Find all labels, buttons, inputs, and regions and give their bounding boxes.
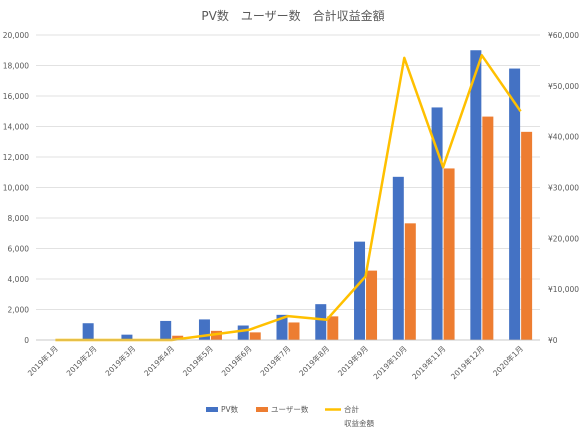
bar-pv	[276, 314, 288, 340]
bar-pv	[237, 325, 249, 340]
y-left-tick-label: 6,000	[8, 245, 30, 254]
bar-users	[288, 322, 300, 340]
gridlines	[36, 34, 540, 341]
bar-users	[404, 223, 416, 340]
bar-pv	[470, 50, 482, 340]
right-axis: ¥0 ¥10,000 ¥20,000 ¥30,000 ¥40,000 ¥50,000 ¥60…	[548, 31, 579, 345]
bar-users	[366, 270, 378, 340]
x-tick-label: 2019年6月	[219, 343, 254, 378]
bar-users	[521, 131, 533, 340]
bar-pv	[392, 176, 404, 340]
x-tick-label: 2020年1月	[490, 343, 525, 378]
y-left-tick-label: 18,000	[3, 62, 29, 71]
chart-title: PV数 ユーザー数 合計収益金額	[201, 8, 384, 23]
y-right-tick-label: ¥0	[548, 336, 558, 345]
left-axis: 0 2,000 4,000 6,000 8,000 10,000 12,000 14,000 1…	[3, 31, 29, 345]
y-left-tick-label: 12,000	[3, 153, 29, 162]
x-tick-label: 2019年5月	[180, 343, 215, 378]
bar-pv	[431, 107, 443, 340]
bar-users	[482, 116, 494, 341]
bar-users	[249, 332, 261, 340]
y-left-tick-label: 8,000	[8, 214, 30, 223]
x-tick-label: 2019年7月	[258, 343, 293, 378]
legend-label-users: ユーザー数	[271, 404, 309, 414]
bar-users	[327, 316, 339, 340]
y-left-tick-label: 2,000	[8, 306, 30, 315]
legend: PV数 ユーザー数 合計 収益金額	[206, 404, 374, 428]
x-tick-label: 2019年11月	[410, 343, 448, 381]
bars	[82, 50, 533, 341]
x-tick-label: 2019年8月	[297, 343, 332, 378]
bar-pv	[198, 319, 210, 340]
y-left-tick-label: 0	[24, 336, 29, 345]
bar-users	[443, 168, 455, 340]
y-right-tick-label: ¥20,000	[548, 234, 579, 243]
y-left-tick-label: 14,000	[3, 123, 29, 132]
x-tick-label: 2019年10月	[371, 343, 409, 381]
y-right-tick-label: ¥60,000	[548, 31, 579, 40]
legend-subtitle: 収益金額	[344, 418, 374, 428]
y-left-tick-label: 20,000	[3, 31, 29, 40]
x-tick-label: 2019年1月	[25, 343, 60, 378]
bar-pv	[315, 304, 327, 340]
y-right-tick-label: ¥10,000	[548, 285, 579, 294]
y-right-tick-label: ¥30,000	[548, 184, 579, 193]
y-right-tick-label: ¥40,000	[548, 133, 579, 142]
x-tick-label: 2019年12月	[448, 343, 486, 381]
x-axis: 2019年1月 2019年2月 2019年3月 2019年4月 2019年5月 2019年…	[25, 339, 540, 381]
legend-swatch-users	[256, 407, 268, 412]
y-left-tick-label: 4,000	[8, 275, 30, 284]
legend-swatch-pv	[206, 407, 218, 412]
y-left-tick-label: 10,000	[3, 184, 29, 193]
bar-pv	[121, 334, 133, 340]
bar-pv	[82, 323, 94, 340]
bar-pv	[509, 68, 521, 341]
x-tick-label: 2019年9月	[335, 343, 370, 378]
bar-users	[172, 335, 184, 340]
bar-users	[210, 330, 222, 340]
y-left-tick-label: 16,000	[3, 92, 29, 101]
y-right-tick-label: ¥50,000	[548, 82, 579, 91]
legend-label-total: 合計	[344, 404, 359, 414]
x-tick-label: 2019年2月	[64, 343, 99, 378]
bar-pv	[354, 241, 366, 340]
bar-pv	[160, 320, 172, 340]
legend-label-pv: PV数	[221, 404, 239, 414]
x-tick-label: 2019年3月	[103, 343, 138, 378]
x-tick-label: 2019年4月	[142, 343, 177, 378]
